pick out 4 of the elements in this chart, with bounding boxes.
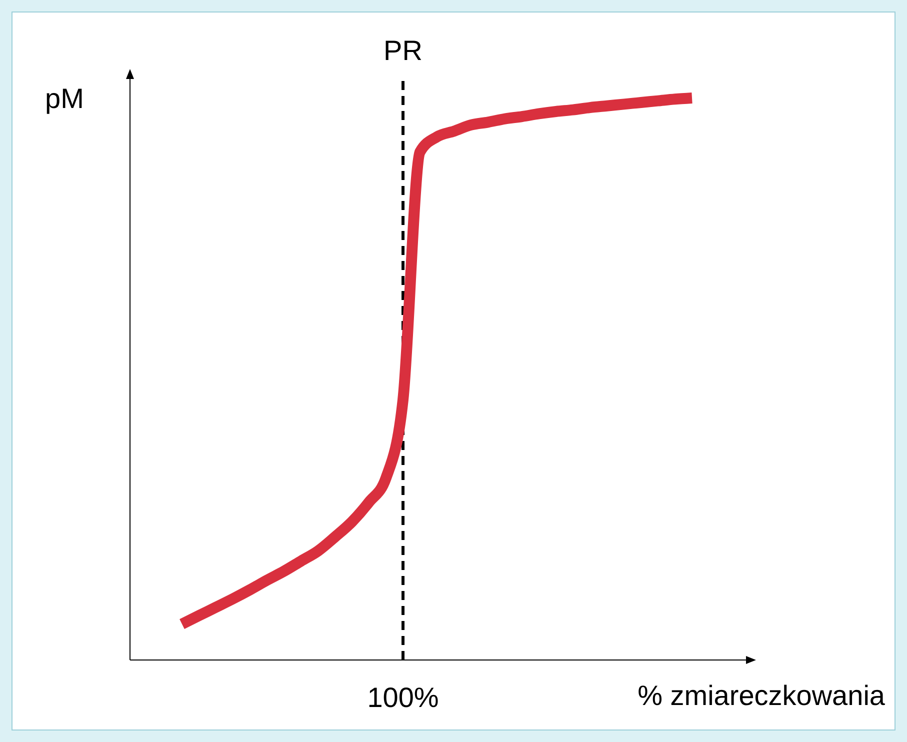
text: 100% [367, 682, 439, 713]
x-axis-title: % zmiareczkowania [638, 680, 886, 711]
text: PR [384, 35, 422, 66]
y-axis-title: pM [45, 83, 84, 114]
